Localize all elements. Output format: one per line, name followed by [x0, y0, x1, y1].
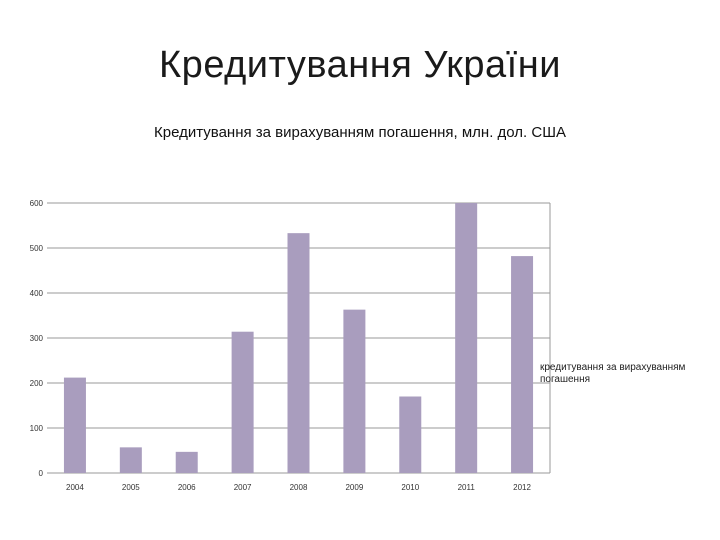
y-tick-label: 100 [30, 424, 44, 433]
y-tick-label: 400 [30, 289, 44, 298]
bar [63, 377, 86, 473]
x-tick-label: 2008 [290, 483, 308, 492]
x-tick-label: 2004 [66, 483, 84, 492]
x-tick-label: 2012 [513, 483, 531, 492]
legend: кредитування за вирахуванням погашення [540, 362, 715, 386]
slide-title: Кредитування України [159, 44, 561, 86]
y-tick-label: 300 [30, 334, 44, 343]
bar [231, 331, 254, 473]
x-tick-label: 2010 [401, 483, 419, 492]
x-tick-label: 2011 [458, 483, 476, 492]
bar [511, 256, 534, 473]
bar [119, 447, 142, 473]
legend-label: кредитування за вирахуванням погашення [540, 362, 686, 385]
chart-title: Кредитування за вирахуванням погашення, … [154, 124, 566, 141]
bar [287, 233, 310, 473]
bar [455, 203, 478, 473]
y-tick-label: 500 [30, 244, 44, 253]
bar [343, 309, 366, 473]
y-tick-label: 200 [30, 379, 44, 388]
y-tick-label: 600 [30, 199, 44, 208]
x-tick-label: 2005 [122, 483, 140, 492]
x-tick-label: 2009 [345, 483, 363, 492]
bar [175, 451, 198, 473]
bar [399, 396, 422, 473]
x-tick-label: 2006 [178, 483, 196, 492]
x-tick-label: 2007 [234, 483, 252, 492]
y-tick-label: 0 [39, 469, 44, 478]
